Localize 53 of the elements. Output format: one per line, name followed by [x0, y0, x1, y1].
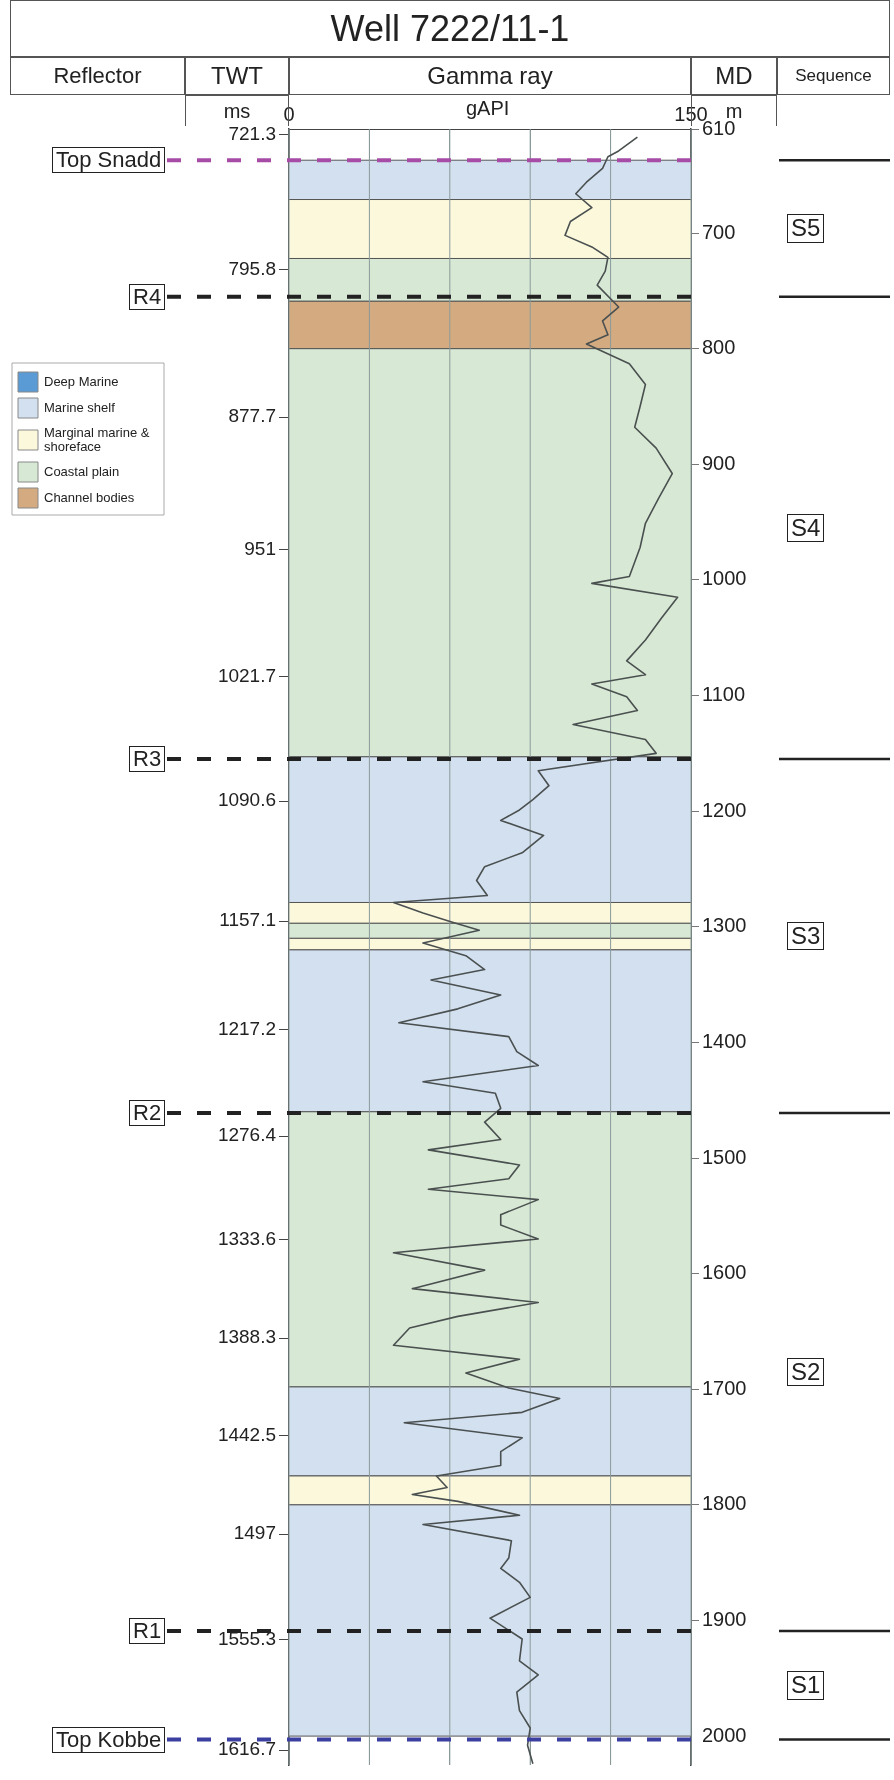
text: Sequence [777, 57, 890, 95]
text: Reflector [10, 57, 185, 95]
y2-tick-label: 1157.1 [219, 909, 276, 931]
y-tick-label: 1400 [702, 1029, 747, 1052]
y-tick-label: 1500 [702, 1145, 747, 1168]
y2-tick-label: 795.8 [228, 257, 276, 279]
y2-tick-label: 1388.3 [217, 1326, 276, 1348]
ref-line-label: R3 [129, 746, 166, 773]
y-tick-label: 1000 [702, 567, 747, 590]
ref-line-label: Top Kobbe [52, 1726, 166, 1753]
ref-line-label: Top Snadd [52, 147, 166, 174]
y2-axis-title: TWT [185, 57, 289, 95]
y-tick-label: 1600 [702, 1261, 747, 1284]
y2-tick-label: 1021.7 [217, 665, 276, 687]
y2-tick-label: 721.3 [228, 123, 276, 145]
y2-tick-label: 1217.2 [217, 1017, 276, 1039]
legend-label: Coastal plain [44, 463, 120, 479]
chart-title: Well 7222/11-1 [10, 0, 890, 57]
y2-tick-label: 877.7 [228, 405, 276, 427]
text: S4 [787, 513, 825, 543]
y-tick-label: 1100 [702, 683, 746, 706]
ref-line-label: R2 [129, 1099, 166, 1127]
y-tick-label: 900 [702, 451, 736, 474]
legend-label: Deep Marine [44, 373, 119, 389]
legend-label: Marine shelf [44, 399, 116, 415]
y2-tick-label: 1333.6 [217, 1227, 276, 1249]
x-axis-title: gAPI [466, 97, 510, 120]
y-tick-label: 1200 [702, 798, 747, 821]
text: S3 [787, 922, 825, 951]
text: m [725, 99, 743, 122]
y-axis-title: MD [691, 57, 777, 95]
text: S5 [787, 214, 825, 243]
y2-tick-label: 1497 [233, 1522, 276, 1544]
text: S1 [787, 1671, 825, 1700]
y2-tick-label: 951 [244, 537, 276, 559]
y-tick-label: 1300 [702, 914, 747, 937]
legend-label: Marginal marine & shoreface [44, 424, 150, 454]
ref-line-label: R4 [129, 283, 166, 310]
y-tick-label: 2000 [702, 1723, 747, 1746]
y2-tick-label: 1616.7 [217, 1738, 276, 1760]
y2-tick-label: 1276.4 [217, 1124, 277, 1146]
y-tick-label: 1700 [702, 1376, 747, 1399]
ref-line-label: R1 [129, 1617, 166, 1645]
y2-tick-label: 1442.5 [217, 1424, 276, 1446]
chart-subtitle: Gamma ray [289, 57, 691, 95]
y-tick-label: 1800 [702, 1492, 747, 1515]
y-tick-label: 800 [702, 336, 736, 359]
y-tick-label: 700 [702, 220, 736, 243]
text: ms [223, 99, 251, 122]
text: S2 [787, 1357, 825, 1387]
y-tick-label: 1900 [702, 1607, 747, 1630]
y2-tick-label: 1090.6 [217, 789, 276, 811]
legend-label: Channel bodies [44, 489, 135, 505]
